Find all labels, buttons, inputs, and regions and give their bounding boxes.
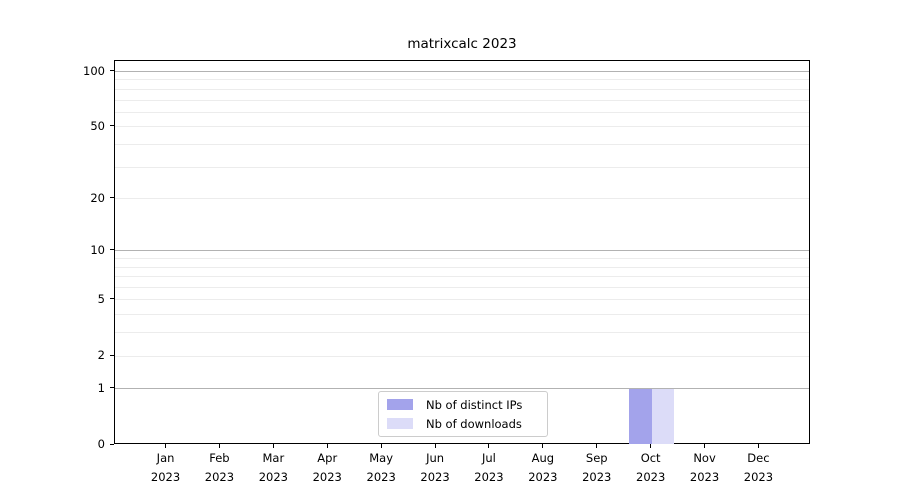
y-tick-label: 100 xyxy=(83,63,105,78)
x-tick-label: Nov 2023 xyxy=(689,451,720,484)
y-tick-mark xyxy=(110,125,114,127)
x-tick-label: Jul 2023 xyxy=(474,451,504,484)
y-tick-mark xyxy=(110,443,114,445)
gridline-minor xyxy=(115,276,809,278)
x-tick-label: Jun 2023 xyxy=(420,451,450,484)
x-tick-mark xyxy=(272,444,274,448)
legend-label-distinct-ips: Nb of distinct IPs xyxy=(426,397,523,412)
y-tick-mark xyxy=(110,249,114,251)
y-tick-mark xyxy=(110,298,114,300)
y-tick-label: 20 xyxy=(90,190,105,205)
legend: Nb of distinct IPs Nb of downloads xyxy=(378,391,548,437)
gridline-minor xyxy=(115,258,809,260)
gridline-minor xyxy=(115,287,809,289)
x-tick-mark xyxy=(218,444,220,448)
x-tick-label: Jan 2023 xyxy=(150,451,181,484)
x-tick-label: Apr 2023 xyxy=(312,451,342,484)
gridline-minor xyxy=(115,299,809,301)
legend-item-downloads: Nb of downloads xyxy=(387,417,539,431)
gridline-minor xyxy=(115,314,809,316)
x-tick-mark xyxy=(165,444,167,448)
x-tick-label: Mar 2023 xyxy=(258,451,288,484)
gridline-minor xyxy=(115,355,809,357)
x-tick-mark xyxy=(326,444,328,448)
x-tick-mark xyxy=(757,444,759,448)
gridline-minor xyxy=(115,126,809,128)
chart-title: matrixcalc 2023 xyxy=(407,36,517,52)
x-tick-label: Oct 2023 xyxy=(636,451,666,484)
y-tick-label: 1 xyxy=(97,380,105,395)
y-tick-label: 0 xyxy=(97,437,105,451)
legend-swatch-distinct-ips-icon xyxy=(387,399,413,410)
gridline-minor xyxy=(115,111,809,113)
x-tick-mark xyxy=(434,444,436,448)
x-tick-label: May 2023 xyxy=(366,451,396,484)
gridline-major xyxy=(115,250,809,252)
bar-oct-2023 xyxy=(651,388,675,444)
gridline-minor xyxy=(115,79,809,81)
plot-area xyxy=(114,60,810,444)
gridline-minor xyxy=(115,198,809,200)
bar-oct-2023 xyxy=(629,388,652,444)
gridline-major xyxy=(115,71,809,72)
y-tick-mark xyxy=(110,197,114,199)
x-tick-label: Dec 2023 xyxy=(743,451,774,484)
y-tick-mark xyxy=(110,70,114,71)
y-tick-mark xyxy=(110,354,114,356)
legend-swatch-downloads-icon xyxy=(387,418,413,429)
legend-label-downloads: Nb of downloads xyxy=(426,416,522,431)
x-tick-mark xyxy=(542,444,544,448)
gridline-minor xyxy=(115,166,809,168)
gridline-major xyxy=(115,388,809,390)
x-tick-mark xyxy=(650,444,652,448)
gridline-minor xyxy=(115,88,809,90)
y-tick-label: 2 xyxy=(97,348,105,363)
x-tick-label: Feb 2023 xyxy=(204,451,235,484)
x-tick-mark xyxy=(596,444,598,448)
x-tick-mark xyxy=(488,444,490,448)
gridline-minor xyxy=(115,99,809,101)
legend-item-distinct-ips: Nb of distinct IPs xyxy=(387,398,539,412)
y-tick-mark xyxy=(110,387,114,389)
y-tick-label: 10 xyxy=(90,242,105,257)
gridline-minor xyxy=(115,332,809,334)
x-tick-label: Aug 2023 xyxy=(528,451,558,484)
gridline-minor xyxy=(115,266,809,268)
x-tick-label: Sep 2023 xyxy=(582,451,612,484)
x-tick-mark xyxy=(380,444,382,448)
x-tick-mark xyxy=(704,444,706,448)
y-tick-label: 50 xyxy=(90,118,105,133)
y-tick-label: 5 xyxy=(97,291,105,306)
gridline-minor xyxy=(115,143,809,145)
